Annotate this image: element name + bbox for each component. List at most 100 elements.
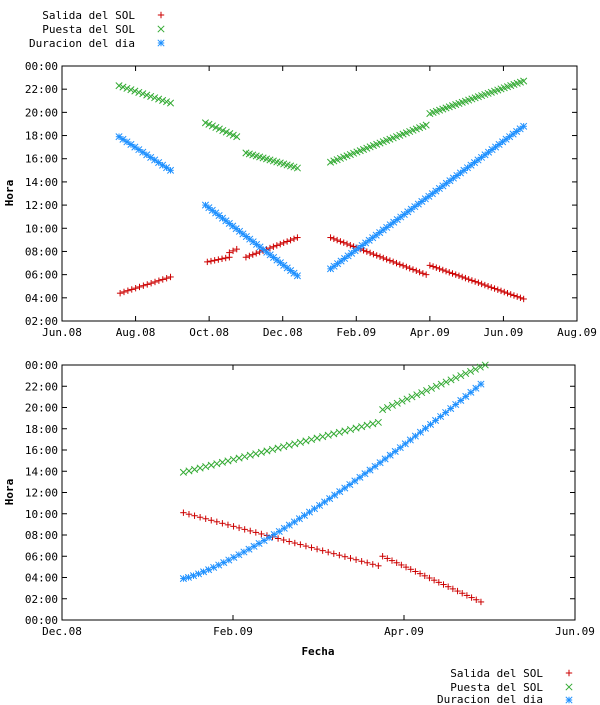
data-point [473, 596, 480, 603]
data-point [229, 455, 238, 464]
data-point [340, 239, 347, 246]
data-point [447, 404, 455, 413]
data-point [388, 401, 396, 409]
data-point [423, 386, 431, 395]
data-point [432, 416, 440, 425]
data-point [398, 561, 405, 569]
data-point [442, 267, 450, 275]
chart-top-ytick-label: 12:00 [25, 199, 58, 212]
data-point [403, 263, 410, 271]
data-point [166, 166, 175, 174]
data-point [406, 265, 413, 272]
data-point [119, 83, 127, 91]
data-point [388, 557, 396, 564]
data-point [211, 257, 218, 264]
data-point [222, 128, 230, 136]
data-point [520, 295, 527, 303]
chart-top-ytick-label: 06:00 [25, 269, 58, 282]
chart-top-ytick-label: 22:00 [25, 83, 58, 96]
data-point [369, 561, 376, 568]
data-point [386, 257, 394, 264]
data-point [481, 361, 489, 369]
data-point [373, 252, 380, 259]
data-point [393, 559, 400, 566]
chart-top-xtick-label: Jun.09 [484, 326, 524, 339]
chart-bottom-xtick-label: Jun.09 [555, 625, 595, 638]
chart-top-series-plus [116, 234, 527, 303]
data-point [403, 395, 411, 403]
data-point [437, 412, 445, 421]
data-point [418, 389, 426, 397]
data-point [494, 286, 501, 293]
data-point [336, 488, 344, 496]
data-point [226, 249, 233, 256]
data-point [285, 521, 293, 529]
data-point [413, 391, 421, 399]
data-point [293, 164, 301, 172]
chart-top-xtick-label: Feb.09 [336, 326, 376, 339]
data-point [218, 458, 226, 466]
data-point [381, 455, 389, 463]
data-point [459, 590, 466, 597]
data-point [371, 462, 379, 470]
data-point [201, 119, 210, 127]
data-point [393, 259, 400, 267]
data-point [273, 242, 281, 249]
data-point [427, 384, 436, 392]
data-point [366, 466, 374, 474]
data-point [218, 214, 227, 222]
data-point [436, 265, 443, 273]
chart-top-xtick-label: Aug.08 [116, 326, 156, 339]
data-point [407, 566, 414, 573]
data-point [219, 126, 227, 135]
data-point [341, 484, 349, 492]
data-point [389, 258, 397, 266]
data-point [327, 234, 334, 241]
data-point [144, 281, 151, 288]
data-point [376, 253, 384, 260]
data-point [163, 98, 171, 106]
data-point [477, 380, 485, 388]
data-point [277, 240, 284, 248]
data-point [213, 460, 221, 468]
data-point [159, 96, 167, 104]
data-point [446, 269, 453, 276]
data-point [229, 247, 237, 255]
data-point [358, 423, 366, 431]
data-point [375, 562, 382, 570]
data-point [241, 526, 248, 533]
legend-marker-cross [157, 25, 165, 33]
data-point [409, 266, 417, 273]
data-point [123, 84, 131, 92]
data-point [447, 376, 455, 384]
data-point [402, 563, 410, 571]
data-point [202, 463, 210, 471]
data-point [147, 92, 155, 100]
data-point [212, 209, 220, 217]
chart-bottom-frame [61, 364, 576, 621]
chart-top: 02:00 04:00 06:00 08:00 10:00 12:00 14:00 16:00… [3, 60, 597, 339]
data-point [352, 424, 360, 432]
chart-bottom-ytick-label: 02:00 [25, 593, 58, 606]
legend-bottom-label-daylight: Duracion del dia [437, 693, 543, 705]
data-point [294, 234, 301, 241]
data-point [151, 278, 159, 286]
data-point [386, 451, 394, 459]
data-point [398, 397, 406, 405]
legend-bottom: Salida del SOL Puesta del SOL Duracion d… [437, 667, 573, 705]
data-point [452, 374, 460, 382]
chart-top-xtick-label: Dec.08 [263, 326, 303, 339]
data-point [465, 276, 472, 283]
data-point [283, 238, 291, 245]
data-point [119, 135, 127, 143]
data-point [224, 457, 232, 465]
data-point [383, 403, 392, 412]
chart-bottom-series-star [179, 380, 485, 583]
data-point [215, 125, 223, 133]
chart-bottom-ytick-label: 20:00 [25, 402, 58, 415]
data-point [370, 250, 377, 258]
data-point [416, 428, 424, 436]
data-point [253, 250, 260, 257]
data-point [296, 438, 304, 446]
